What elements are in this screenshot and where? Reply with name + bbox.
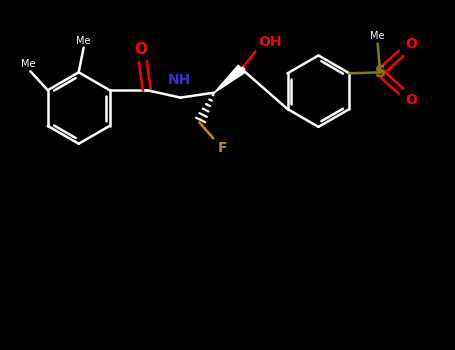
Text: Me: Me <box>370 30 385 41</box>
Text: O: O <box>405 93 417 107</box>
Text: Me: Me <box>76 36 91 46</box>
Polygon shape <box>214 65 245 93</box>
Text: O: O <box>405 37 417 51</box>
Text: Me: Me <box>20 60 35 69</box>
Text: F: F <box>217 141 227 155</box>
Text: O: O <box>134 42 147 57</box>
Text: OH: OH <box>258 35 282 49</box>
Text: S: S <box>374 65 386 80</box>
Text: NH: NH <box>168 73 191 87</box>
